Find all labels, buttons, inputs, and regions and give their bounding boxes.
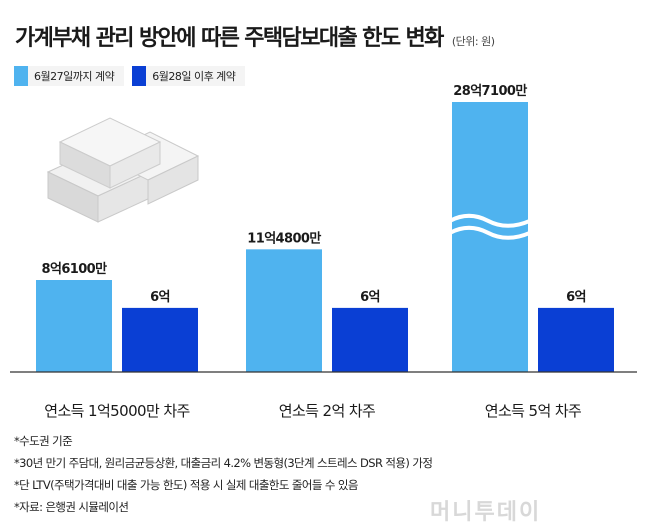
bar-before-2 <box>246 249 322 372</box>
footnote-3: *단 LTV(주택가격대비 대출 가능 한도) 적용 시 실제 대출한도 줄어들… <box>14 478 358 492</box>
watermark-logo: 머니투데이 <box>430 500 542 525</box>
legend-swatch-after <box>132 66 147 86</box>
axis-break-wave-top <box>449 213 531 228</box>
value-label-after-2: 6억 <box>360 290 380 305</box>
category-labels: 연소득 1억5000만 차주 연소득 2억 차주 연소득 5억 차주 <box>44 402 582 420</box>
bar-chart: 8억6100만 6억 11억4800만 6억 28억7100만 6억 연소득 1억5000… <box>10 83 637 420</box>
bar-after-3 <box>538 307 614 372</box>
category-label-3: 연소득 5억 차주 <box>485 402 581 420</box>
value-label-before-1: 8억6100만 <box>42 261 108 277</box>
bar-before-1 <box>36 280 112 372</box>
bar-after-2 <box>332 307 408 372</box>
legend-swatch-before <box>14 66 28 86</box>
footnote-4: *자료: 은행권 시뮬레이션 <box>14 500 129 514</box>
category-label-1: 연소득 1억5000만 차주 <box>44 402 189 420</box>
footnote-2: *30년 만기 주담대, 원리금균등상환, 대출금리 4.2% 변동형(3단계 … <box>14 456 433 470</box>
value-label-before-3: 28억7100만 <box>453 83 527 99</box>
unit-label: (단위: 원) <box>451 35 495 48</box>
legend: 6월27일까지 계약 6월28일 이후 계약 <box>14 66 253 86</box>
money-stack-icon <box>46 117 200 223</box>
footnote-1: *수도권 기준 <box>14 434 73 448</box>
bar-after-1 <box>122 307 198 372</box>
footnotes: *수도권 기준 *30년 만기 주담대, 원리금균등상환, 대출금리 4.2% … <box>14 430 433 518</box>
legend-item-before: 6월27일까지 계약 <box>14 66 125 86</box>
axis-break-wave-bottom <box>449 225 531 240</box>
value-label-before-2: 11억4800만 <box>247 230 321 246</box>
value-label-after-3: 6억 <box>566 290 586 305</box>
bars-group: 8억6100만 6억 11억4800만 6억 28억7100만 6억 <box>36 83 614 372</box>
title-row: 가계부채 관리 방안에 따른 주택담보대출 한도 변화 (단위: 원) <box>15 20 495 52</box>
chart-title: 가계부채 관리 방안에 따른 주택담보대출 한도 변화 <box>15 26 444 51</box>
legend-label-before: 6월27일까지 계약 <box>34 70 115 83</box>
legend-item-after: 6월28일 이후 계약 <box>132 66 246 86</box>
value-label-after-1: 6억 <box>150 290 170 305</box>
category-label-2: 연소득 2억 차주 <box>279 402 375 420</box>
legend-label-after: 6월28일 이후 계약 <box>152 70 236 83</box>
